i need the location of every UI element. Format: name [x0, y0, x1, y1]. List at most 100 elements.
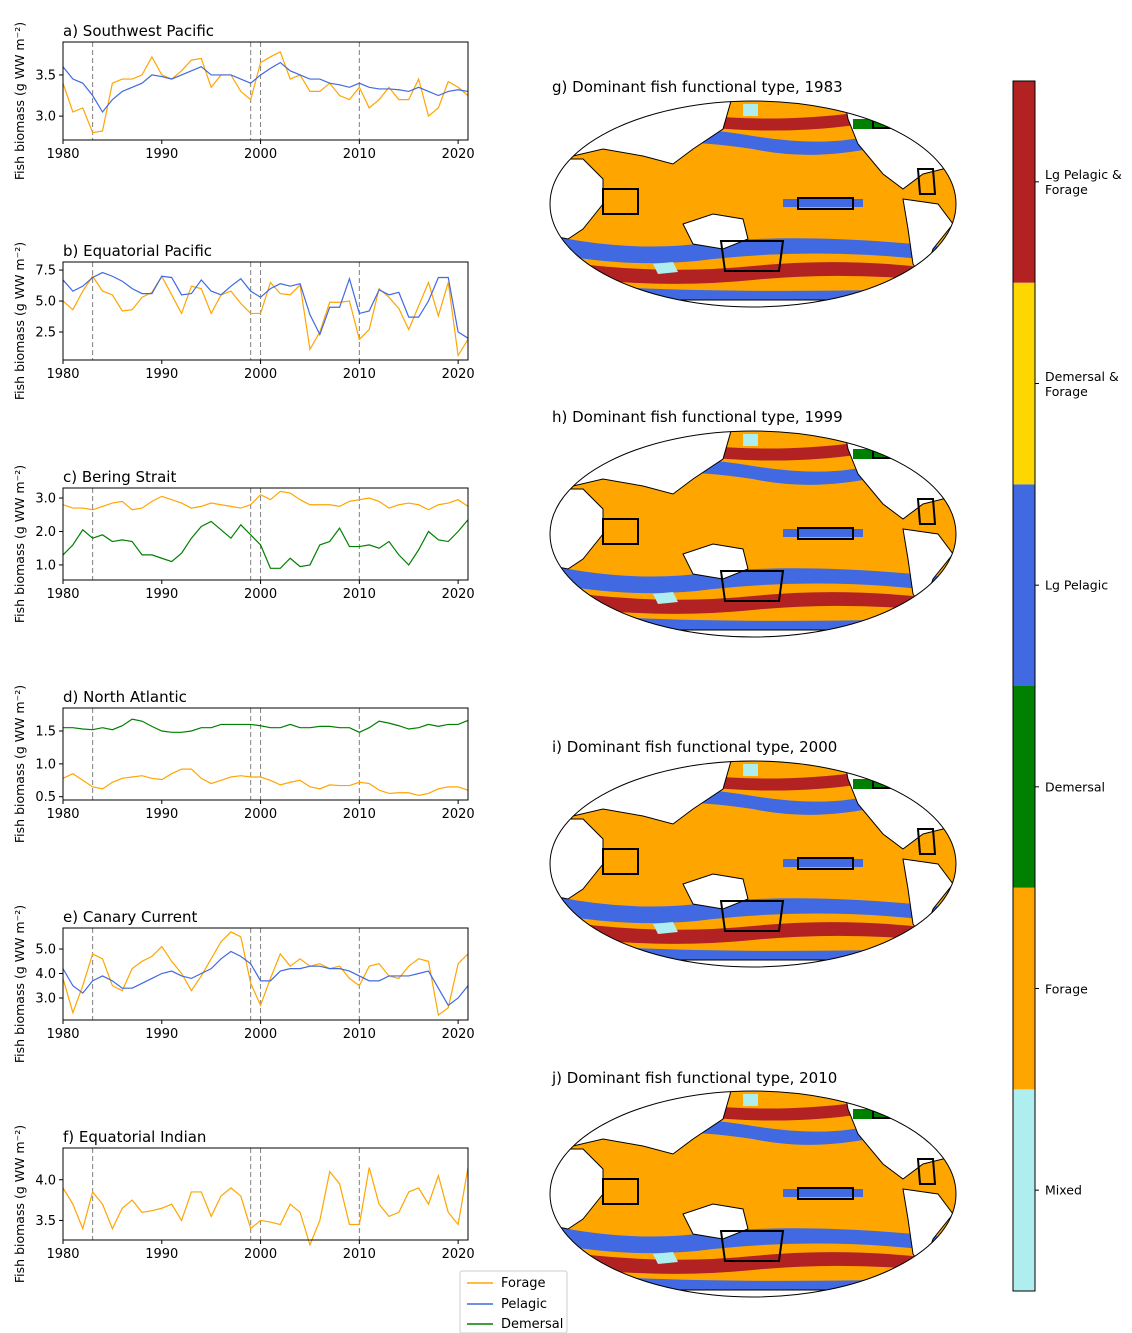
- colorbar-segment: [1013, 1089, 1035, 1291]
- plot-frame: [62, 487, 469, 581]
- map-title: i) Dominant fish functional type, 2000: [552, 738, 837, 756]
- legend: Forage Pelagic Demersal: [459, 1270, 568, 1333]
- panel-title: c) Bering Strait: [63, 468, 176, 486]
- x-tick-label: 2010: [343, 147, 376, 162]
- line-panel: c) Bering Strait Fish biomass (g WW m⁻²) 1…: [12, 465, 475, 623]
- y-tick-label: 3.5: [35, 1214, 56, 1229]
- x-tick-label: 2010: [343, 367, 376, 382]
- panel-title: a) Southwest Pacific: [63, 22, 214, 40]
- world-map: [543, 94, 963, 314]
- x-tick-label: 1980: [46, 587, 79, 602]
- y-tick-label: 4.0: [35, 967, 56, 982]
- y-tick-label: 3.0: [35, 991, 56, 1006]
- x-tick-label: 2000: [244, 147, 277, 162]
- colorbar-segment: [1013, 887, 1035, 1090]
- x-tick-label: 1990: [145, 147, 178, 162]
- x-tick-label: 2000: [244, 367, 277, 382]
- x-tick-label: 2010: [343, 1247, 376, 1262]
- x-tick-label: 1990: [145, 1027, 178, 1042]
- x-tick-label: 2000: [244, 1247, 277, 1262]
- series-line: [62, 519, 469, 569]
- y-tick-label: 5.0: [35, 943, 56, 958]
- y-tick-label: 1.0: [35, 757, 56, 772]
- colorbar-label: Lg Pelagic: [1045, 577, 1109, 593]
- line-panel: e) Canary Current Fish biomass (g WW m⁻²)…: [12, 905, 475, 1063]
- y-tick-label: 5.0: [35, 295, 56, 310]
- y-axis-label: Fish biomass (g WW m⁻²): [12, 1125, 27, 1283]
- x-tick-label: 2010: [343, 807, 376, 822]
- colorbar-segment: [1013, 81, 1035, 283]
- plot-frame: [62, 41, 469, 141]
- x-tick-label: 2000: [244, 807, 277, 822]
- panel-title: b) Equatorial Pacific: [63, 242, 212, 260]
- series-line: [63, 718, 469, 733]
- x-tick-label: 1980: [46, 807, 79, 822]
- y-tick-label: 2.0: [35, 525, 56, 540]
- line-panel: b) Equatorial Pacific Fish biomass (g WW …: [12, 242, 475, 400]
- colorbar: [1012, 80, 1039, 1292]
- series-line: [62, 275, 469, 358]
- y-axis-label: Fish biomass (g WW m⁻²): [12, 22, 27, 180]
- map-title: j) Dominant fish functional type, 2010: [551, 1069, 837, 1087]
- x-tick-label: 2020: [442, 147, 475, 162]
- plot-frame: [62, 927, 469, 1021]
- legend-box: [459, 1270, 568, 1333]
- panel-title: f) Equatorial Indian: [63, 1128, 206, 1146]
- x-tick-label: 2000: [244, 587, 277, 602]
- series-line: [62, 61, 469, 114]
- x-tick-label: 1980: [46, 367, 79, 382]
- maps: g) Dominant fish functional type, 1983 h…: [543, 78, 963, 1304]
- world-map: [543, 424, 963, 644]
- colorbar-label: Demersal: [1045, 779, 1105, 795]
- x-tick-label: 2010: [343, 587, 376, 602]
- colorbar-label: Lg Pelagic & Forage: [1045, 166, 1122, 197]
- y-tick-label: 4.0: [35, 1173, 56, 1188]
- panel-title: e) Canary Current: [63, 908, 197, 926]
- series-line: [62, 931, 469, 1017]
- world-map: [543, 1084, 963, 1304]
- x-tick-label: 1990: [145, 807, 178, 822]
- panel-title: d) North Atlantic: [63, 688, 187, 706]
- colorbar-label: Forage: [1045, 981, 1088, 996]
- map-title: g) Dominant fish functional type, 1983: [552, 78, 843, 96]
- legend-label: Forage: [501, 1276, 546, 1291]
- x-tick-label: 2020: [442, 1027, 475, 1042]
- world-map: [543, 754, 963, 974]
- y-tick-label: 3.5: [35, 68, 56, 83]
- y-tick-label: 2.5: [35, 326, 56, 341]
- line-panel: a) Southwest Pacific Fish biomass (g WW m…: [12, 22, 475, 180]
- y-tick-label: 7.5: [35, 264, 56, 279]
- y-tick-label: 3.0: [35, 492, 56, 507]
- y-axis-label: Fish biomass (g WW m⁻²): [12, 905, 27, 1063]
- x-tick-label: 2020: [442, 807, 475, 822]
- y-axis-label: Fish biomass (g WW m⁻²): [12, 242, 27, 400]
- colorbar-segment: [1013, 484, 1035, 686]
- y-axis-label: Fish biomass (g WW m⁻²): [12, 685, 27, 843]
- x-tick-label: 2020: [442, 1247, 475, 1262]
- x-tick-label: 2020: [442, 367, 475, 382]
- y-tick-label: 1.5: [35, 725, 56, 740]
- series-line: [62, 490, 469, 511]
- series-line: [62, 1167, 469, 1247]
- y-axis-label: Fish biomass (g WW m⁻²): [12, 465, 27, 623]
- legend-label: Demersal: [501, 1317, 563, 1332]
- x-tick-label: 2010: [343, 1027, 376, 1042]
- y-tick-label: 0.5: [35, 790, 56, 805]
- plot-frame: [62, 1147, 469, 1241]
- plot-frame: [62, 261, 469, 361]
- series-line: [62, 271, 469, 339]
- series-line: [62, 51, 469, 134]
- y-tick-label: 3.0: [35, 110, 56, 125]
- colorbar-segment: [1013, 686, 1035, 888]
- x-tick-label: 1990: [145, 367, 178, 382]
- colorbar-label: Demersal & Forage: [1045, 368, 1119, 399]
- x-tick-label: 1980: [46, 1247, 79, 1262]
- colorbar-label: Mixed: [1045, 1182, 1082, 1198]
- series-line: [62, 950, 469, 1007]
- colorbar-frame: [1012, 80, 1036, 1292]
- line-panel: d) North Atlantic Fish biomass (g WW m⁻²)…: [12, 685, 475, 843]
- colorbar-segment: [1013, 282, 1035, 485]
- plot-frame: [62, 707, 469, 801]
- y-tick-label: 1.0: [35, 558, 56, 573]
